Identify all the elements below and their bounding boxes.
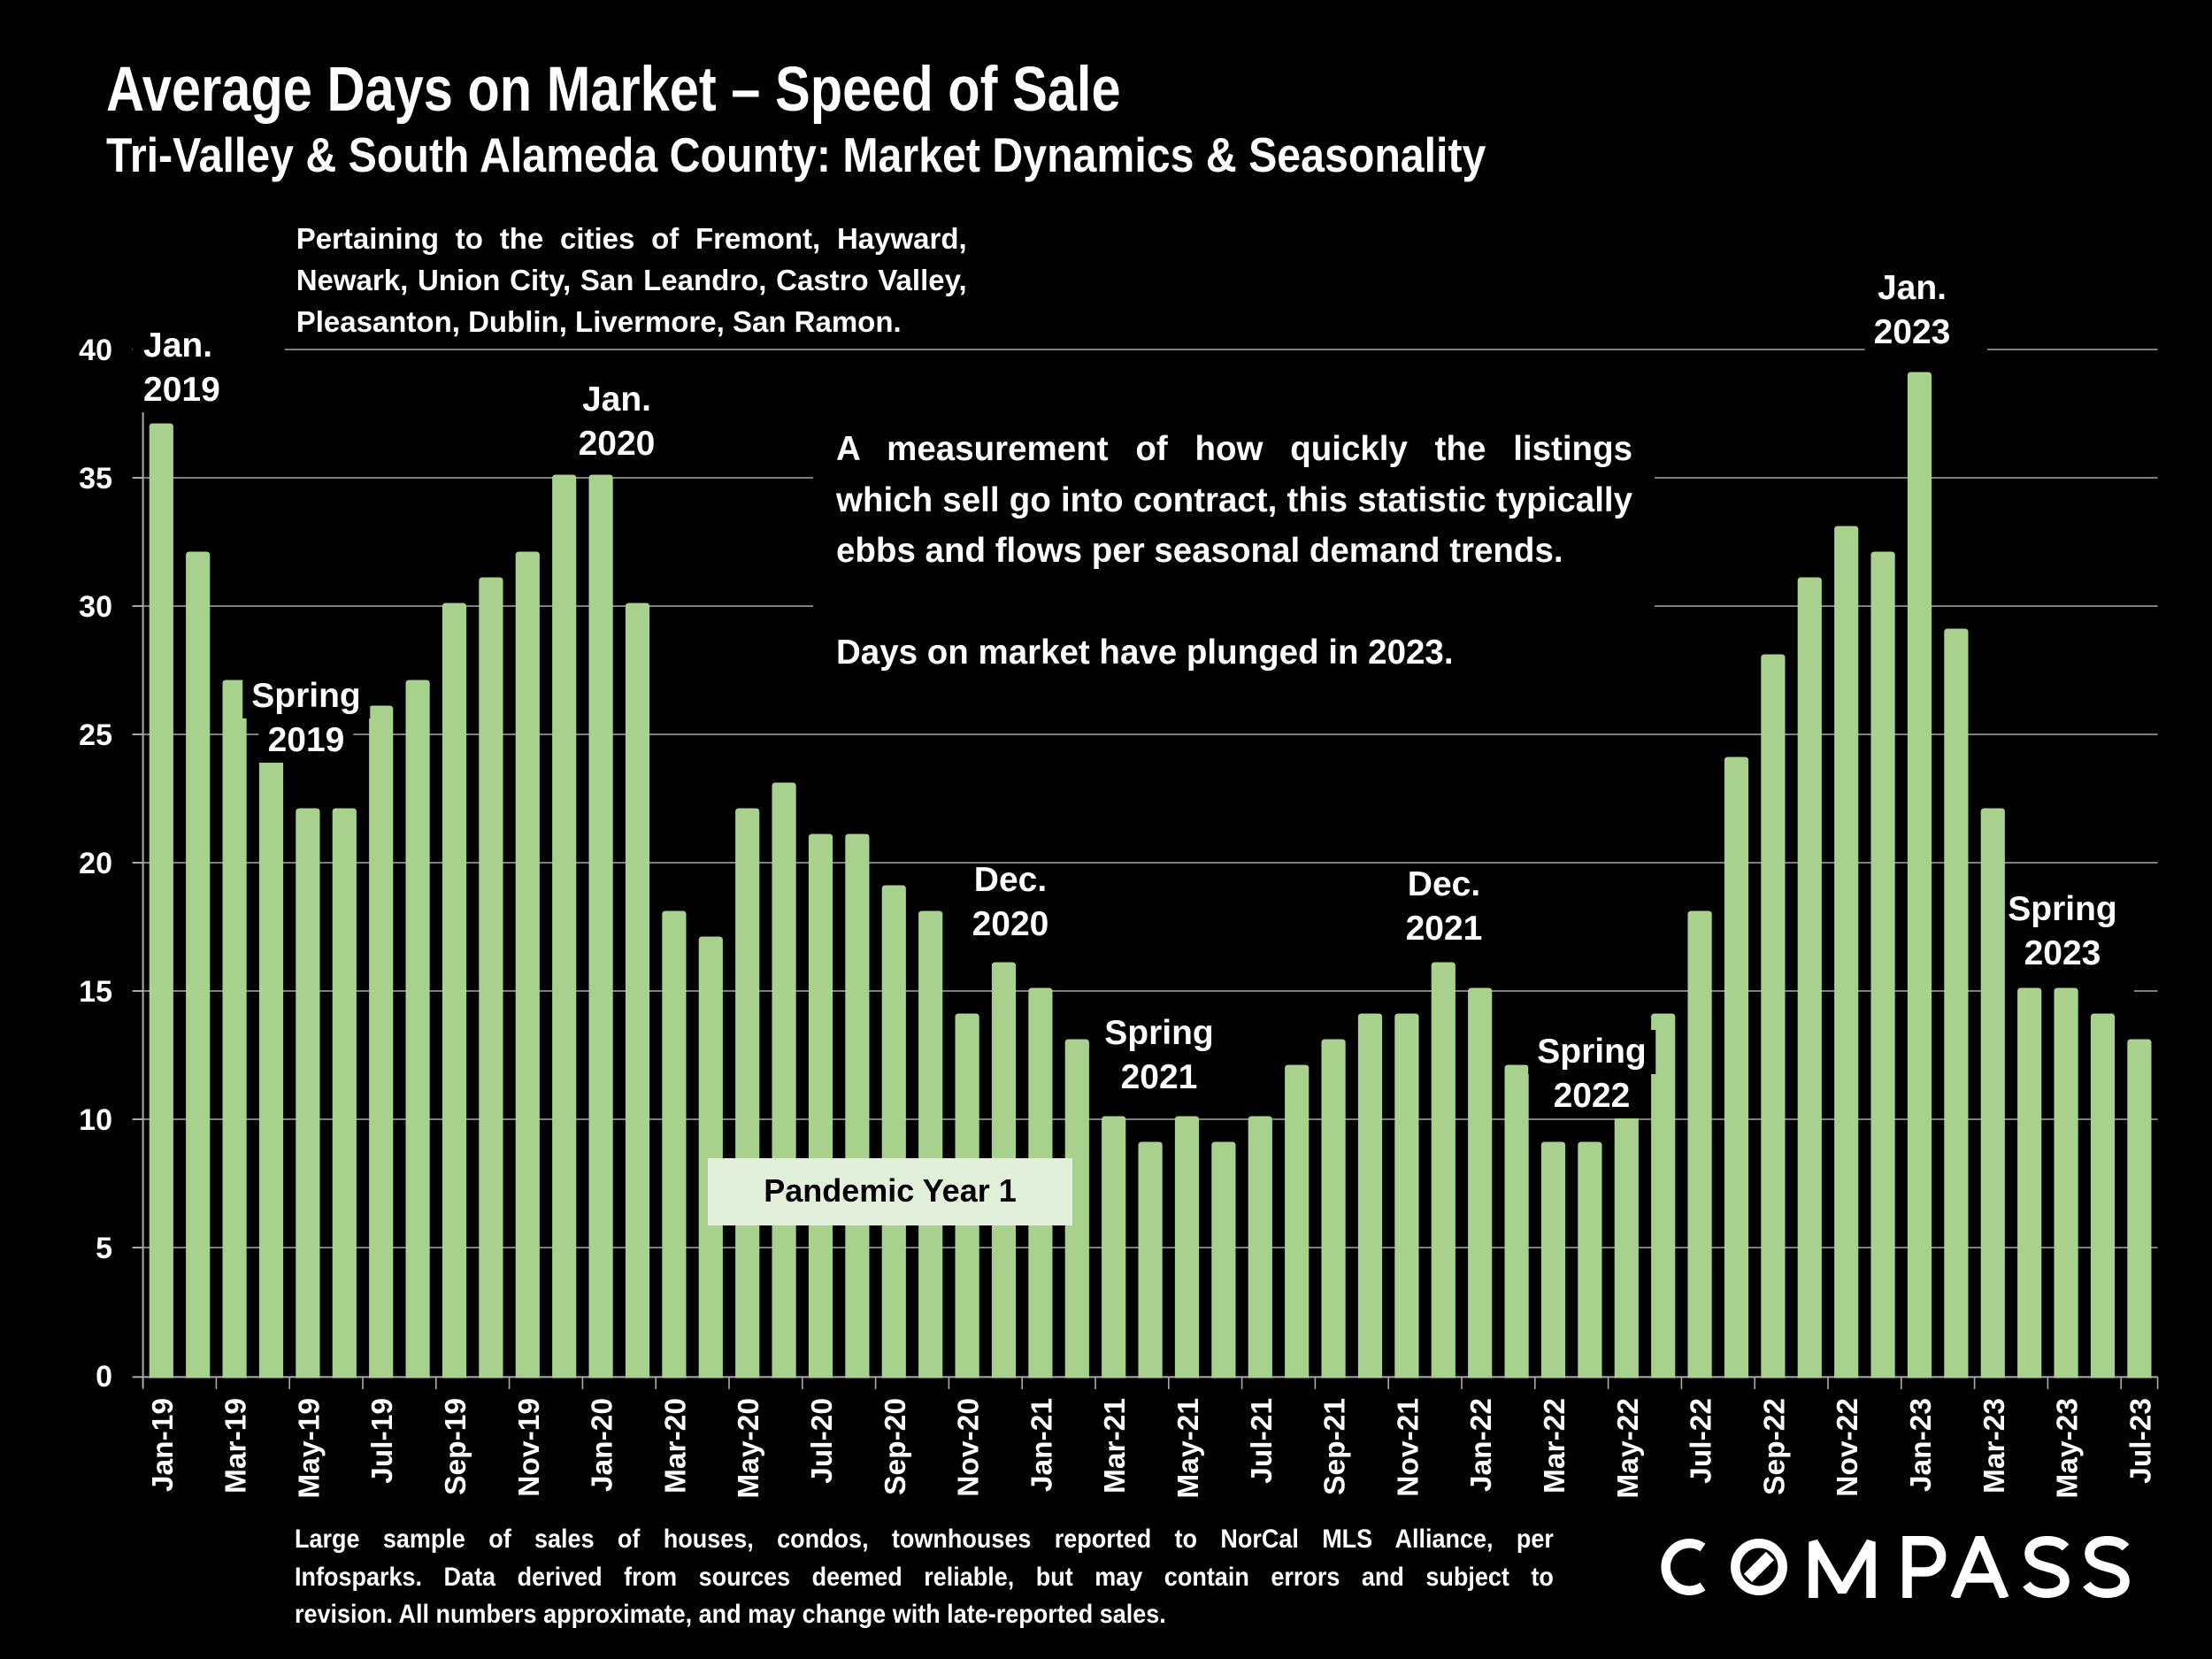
svg-text:0: 0 [96, 1360, 112, 1394]
svg-text:May-19: May-19 [293, 1398, 326, 1499]
svg-text:Mar-23: Mar-23 [1978, 1398, 2011, 1494]
svg-text:Nov-21: Nov-21 [1392, 1398, 1425, 1497]
svg-text:Jan-21: Jan-21 [1025, 1398, 1058, 1492]
svg-text:Jan-22: Jan-22 [1465, 1398, 1498, 1492]
svg-text:Sep-22: Sep-22 [1758, 1398, 1791, 1495]
svg-text:Jul-21: Jul-21 [1246, 1398, 1279, 1484]
svg-text:25: 25 [79, 718, 112, 752]
svg-text:Mar-21: Mar-21 [1099, 1398, 1132, 1494]
svg-text:Pandemic Year 1: Pandemic Year 1 [764, 1172, 1017, 1209]
svg-text:10: 10 [79, 1103, 112, 1137]
svg-text:40: 40 [79, 334, 112, 367]
svg-text:Mar-19: Mar-19 [220, 1398, 253, 1494]
svg-text:Jan-19: Jan-19 [147, 1398, 180, 1492]
svg-text:Jan-23: Jan-23 [1905, 1398, 1938, 1492]
svg-text:Mar-22: Mar-22 [1539, 1398, 1571, 1494]
svg-text:May-21: May-21 [1172, 1398, 1205, 1499]
svg-text:Nov-20: Nov-20 [953, 1398, 986, 1497]
svg-text:5: 5 [96, 1232, 112, 1265]
svg-text:Nov-22: Nov-22 [1832, 1398, 1864, 1497]
svg-text:15: 15 [79, 975, 112, 1009]
svg-text:35: 35 [79, 462, 112, 495]
svg-text:30: 30 [79, 590, 112, 624]
svg-text:May-22: May-22 [1612, 1398, 1645, 1499]
svg-text:Sep-20: Sep-20 [879, 1398, 912, 1495]
svg-text:Sep-21: Sep-21 [1319, 1398, 1352, 1495]
svg-text:May-20: May-20 [733, 1398, 765, 1499]
svg-text:Jul-22: Jul-22 [1686, 1398, 1718, 1484]
svg-text:May-23: May-23 [2052, 1398, 2085, 1499]
svg-text:Jul-19: Jul-19 [366, 1398, 399, 1484]
svg-text:Jul-20: Jul-20 [806, 1398, 839, 1484]
svg-text:Jan-20: Jan-20 [587, 1398, 619, 1492]
svg-text:Jul-23: Jul-23 [2124, 1398, 2157, 1484]
svg-text:Sep-19: Sep-19 [440, 1398, 472, 1495]
svg-text:Mar-20: Mar-20 [659, 1398, 692, 1494]
svg-text:Nov-19: Nov-19 [513, 1398, 546, 1497]
svg-text:20: 20 [79, 847, 112, 880]
